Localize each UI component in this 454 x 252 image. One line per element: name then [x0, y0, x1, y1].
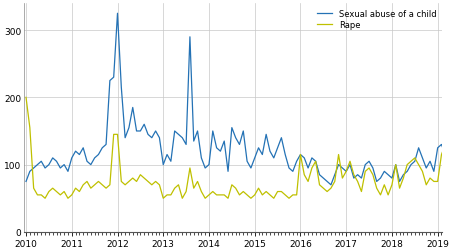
Line: Sexual abuse of a child: Sexual abuse of a child: [26, 14, 454, 185]
Rape: [23, 97, 29, 100]
Sexual abuse of a child: [389, 177, 395, 180]
Sexual abuse of a child: [344, 170, 349, 173]
Rape: [385, 194, 391, 197]
Rape: [42, 197, 48, 200]
Legend: Sexual abuse of a child, Rape: Sexual abuse of a child, Rape: [316, 8, 438, 32]
Rape: [149, 183, 154, 186]
Rape: [279, 190, 284, 193]
Sexual abuse of a child: [328, 183, 334, 186]
Sexual abuse of a child: [279, 137, 284, 140]
Sexual abuse of a child: [23, 180, 29, 183]
Sexual abuse of a child: [149, 137, 154, 140]
Line: Rape: Rape: [26, 98, 454, 199]
Rape: [340, 177, 345, 180]
Sexual abuse of a child: [123, 137, 128, 140]
Sexual abuse of a child: [115, 13, 120, 16]
Rape: [123, 183, 128, 186]
